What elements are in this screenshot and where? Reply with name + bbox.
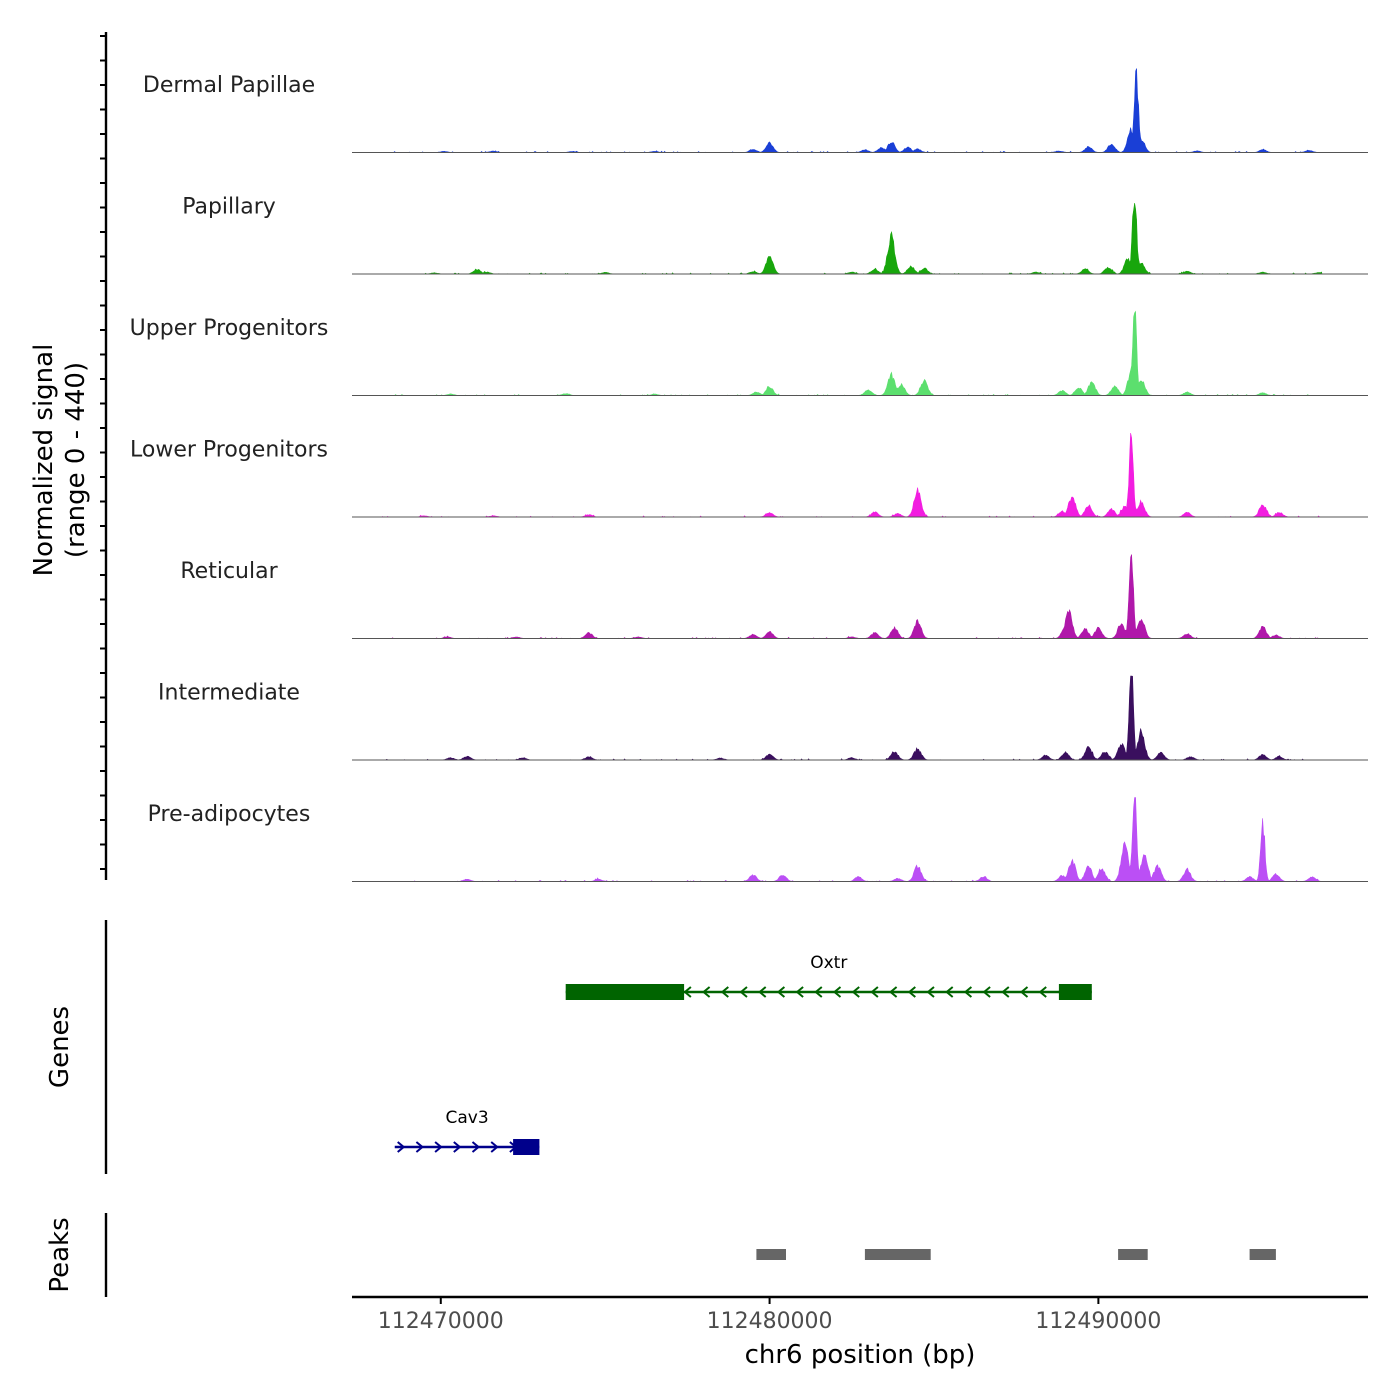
coverage-axis-title-line1: Normalized signal [29,344,59,577]
x-axis-title: chr6 position (bp) [745,1340,976,1370]
gene-strand-arrow [434,1141,443,1153]
gene-strand-arrow [982,986,991,998]
x-tick-label: 112480000 [707,1309,833,1334]
track-signal-area [381,68,1322,153]
track-signal-area [381,310,1322,396]
gene-strand-arrow [720,986,729,998]
track-signal-area [381,432,1322,518]
gene-strand-arrow [1019,986,1029,998]
gene-strand-arrow [490,1141,499,1153]
track-signal-area [381,202,1323,275]
gene-exon [565,984,685,1000]
gene-strand-arrow [415,1141,424,1153]
track-signal-area [381,554,1322,639]
track-label: Pre-adipocytes [148,802,311,827]
coverage-tracks: Dermal Papillae Papillary Upper Progenitor… [130,68,1368,882]
gene-strand-arrow [814,986,823,998]
gene-strand-arrow [889,986,898,998]
track-label: Lower Progenitors [130,438,328,463]
gene-exon [1058,984,1092,1000]
gene-strand-arrow [683,986,692,998]
gene-strand-arrow [397,1141,406,1153]
gene-label: Oxtr [810,953,847,973]
x-tick-label: 112470000 [378,1309,504,1334]
gene-strand-arrow [702,986,711,998]
gene-oxtr: Oxtr [565,953,1092,1000]
gene-label: Cav3 [446,1108,489,1128]
track-label: Dermal Papillae [143,73,315,98]
peaks-panel-label: Peaks [45,1217,75,1292]
gene-strand-arrow [963,986,973,998]
track-signal-area [381,675,1322,761]
track-intermediate: Intermediate [158,675,1368,761]
track-upper-progenitors: Upper Progenitors [130,310,1368,396]
peak-track [756,1249,1276,1260]
x-tick-label: 112490000 [1035,1309,1161,1334]
gene-strand-arrow [945,986,954,998]
x-axis-ticks: 112470000 112480000 112490000 [378,1297,1161,1334]
track-reticular: Reticular [180,554,1368,639]
gene-strand-arrow [795,986,804,998]
track-signal-area [381,797,1323,882]
gene-strand-arrow [870,986,879,998]
gene-strand-arrow [832,986,842,998]
peak-region [864,1249,931,1260]
gene-strand-arrow [758,986,767,998]
gene-strand-arrow [739,986,748,998]
track-label: Papillary [182,195,276,220]
gene-exon [513,1139,540,1155]
coverage-y-ticks [100,35,106,870]
track-papillary: Papillary [182,195,1368,275]
track-label: Intermediate [158,681,300,706]
coverage-y-axis [100,32,108,880]
gene-strand-arrow [926,986,935,998]
gene-strand-arrow [851,986,860,998]
track-dermal-papillae: Dermal Papillae [143,68,1368,153]
peak-region [1118,1249,1148,1260]
track-label: Upper Progenitors [130,316,329,341]
gene-track: Oxtr Cav3 [394,953,1092,1155]
gene-strand-arrow [453,1141,462,1153]
track-lower-progenitors: Lower Progenitors [130,432,1368,518]
track-pre-adipocytes: Pre-adipocytes [148,797,1368,882]
genes-panel-label: Genes [45,1006,75,1088]
gene-strand-arrow [907,986,916,998]
gene-strand-arrow [1001,986,1010,998]
coverage-axis-title-line2: (range 0 - 440) [61,362,91,558]
gene-strand-arrow [471,1141,481,1153]
peak-region [756,1249,786,1260]
peak-region [1249,1249,1276,1260]
gene-strand-arrow [1038,986,1047,998]
gene-strand-arrow [776,986,786,998]
track-label: Reticular [180,559,278,584]
gene-cav3: Cav3 [394,1108,540,1155]
